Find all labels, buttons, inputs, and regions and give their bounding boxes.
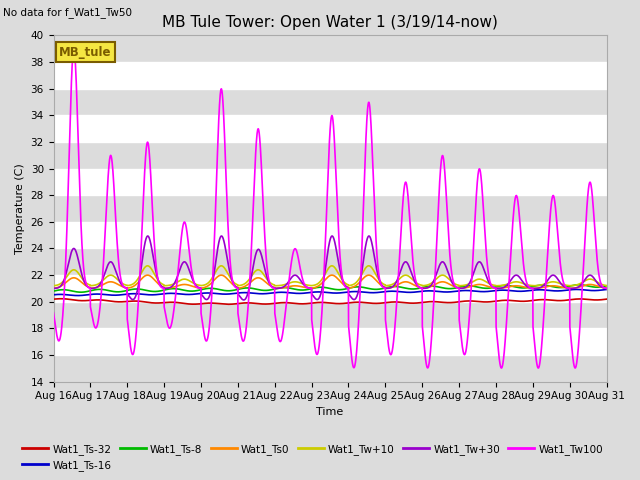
Bar: [54, 168, 607, 195]
Bar: [54, 62, 607, 89]
Title: MB Tule Tower: Open Water 1 (3/19/14-now): MB Tule Tower: Open Water 1 (3/19/14-now…: [162, 15, 498, 30]
Bar: [54, 115, 607, 142]
X-axis label: Time: Time: [316, 407, 344, 417]
Legend: Wat1_Ts-32, Wat1_Ts-16, Wat1_Ts-8, Wat1_Ts0, Wat1_Tw+10, Wat1_Tw+30, Wat1_Tw100: Wat1_Ts-32, Wat1_Ts-16, Wat1_Ts-8, Wat1_…: [18, 439, 607, 475]
Text: MB_tule: MB_tule: [59, 46, 111, 59]
Bar: [54, 275, 607, 302]
Bar: [54, 328, 607, 355]
Text: No data for f_Wat1_Tw50: No data for f_Wat1_Tw50: [3, 7, 132, 18]
Y-axis label: Temperature (C): Temperature (C): [15, 163, 25, 254]
Bar: [54, 222, 607, 249]
